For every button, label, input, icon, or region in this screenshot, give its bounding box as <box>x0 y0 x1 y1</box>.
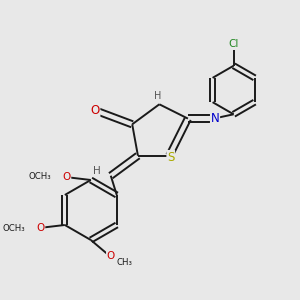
Text: H: H <box>93 166 101 176</box>
Text: CH₃: CH₃ <box>116 258 133 267</box>
Text: H: H <box>154 91 162 101</box>
Text: Cl: Cl <box>228 39 239 49</box>
Text: S: S <box>167 151 175 164</box>
Text: O: O <box>62 172 70 182</box>
Text: OCH₃: OCH₃ <box>28 172 51 181</box>
Text: N: N <box>211 112 219 125</box>
Text: O: O <box>107 251 115 261</box>
Text: O: O <box>36 223 45 233</box>
Text: OCH₃: OCH₃ <box>2 224 25 233</box>
Text: O: O <box>91 103 100 116</box>
